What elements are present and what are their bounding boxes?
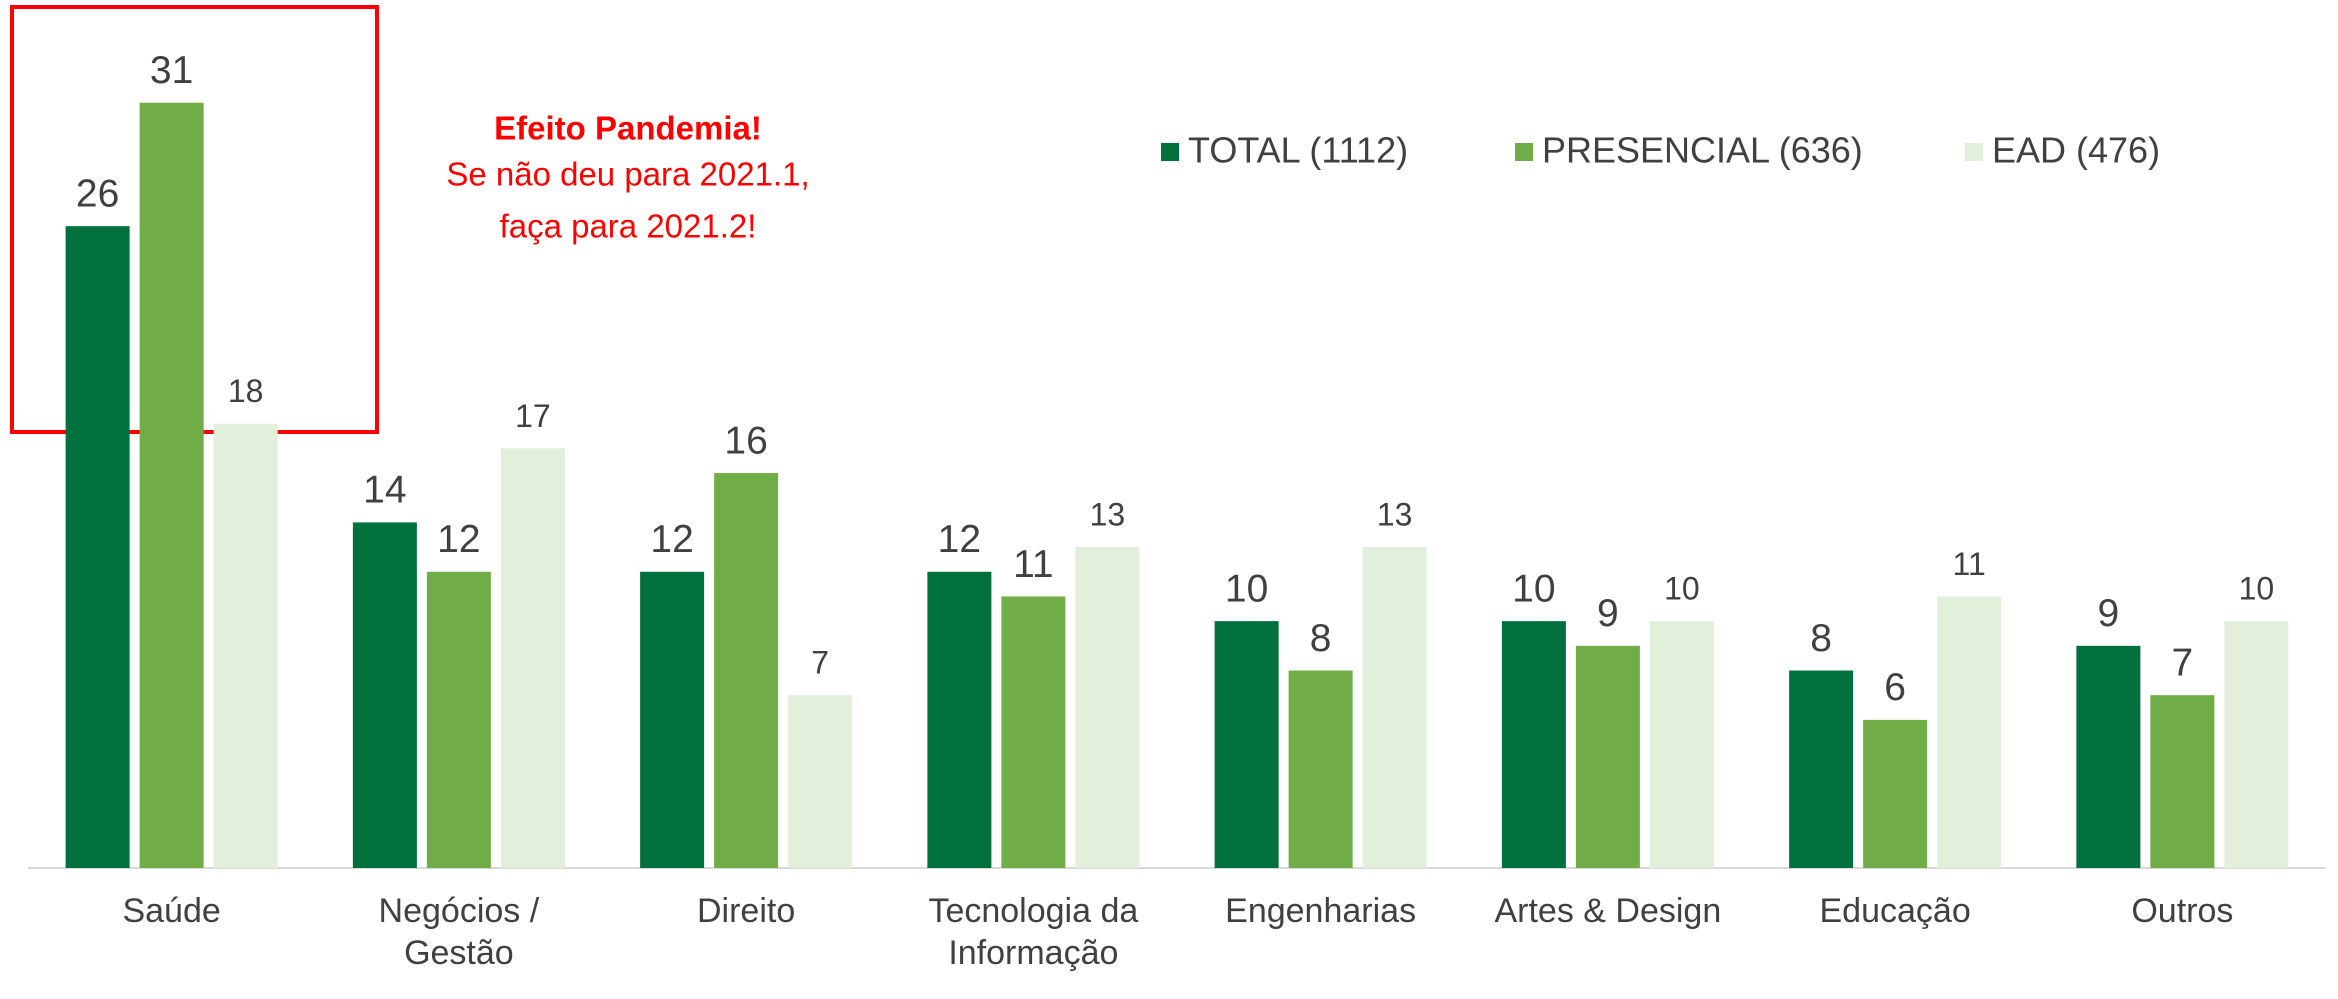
bar bbox=[1937, 596, 2002, 868]
bar bbox=[1649, 621, 1714, 868]
data-label: 10 bbox=[1512, 567, 1555, 610]
annotation-title: Efeito Pandemia! bbox=[494, 110, 762, 147]
x-tick-label-line: Educação bbox=[1820, 892, 1971, 930]
legend-swatch bbox=[1965, 143, 1983, 161]
x-tick-label: Direito bbox=[697, 892, 795, 930]
x-tick-label: Artes & Design bbox=[1494, 892, 1721, 930]
data-label: 10 bbox=[2239, 571, 2275, 607]
bar bbox=[1789, 670, 1854, 868]
data-label: 7 bbox=[2172, 641, 2194, 684]
legend-swatch bbox=[1161, 143, 1179, 161]
bar bbox=[213, 423, 278, 868]
bar bbox=[1288, 670, 1353, 868]
data-label: 12 bbox=[938, 518, 981, 561]
bar bbox=[426, 571, 491, 868]
x-tick-label-line: Engenharias bbox=[1225, 892, 1416, 930]
annotation-text: Se não deu para 2021.1, bbox=[446, 156, 809, 193]
bar bbox=[65, 226, 130, 868]
legend-swatch bbox=[1515, 143, 1533, 161]
data-label: 13 bbox=[1090, 497, 1126, 533]
legend-label: EAD (476) bbox=[1992, 130, 2160, 171]
bar bbox=[714, 473, 779, 868]
data-label: 11 bbox=[1953, 546, 1986, 582]
bar bbox=[1362, 547, 1427, 868]
bar bbox=[1863, 719, 1928, 868]
bar bbox=[352, 522, 417, 868]
data-label: 13 bbox=[1377, 497, 1413, 533]
data-label: 8 bbox=[1810, 617, 1832, 660]
x-tick-label-line: Gestão bbox=[404, 934, 514, 972]
x-tick-label: Negócios / Gestão bbox=[379, 892, 540, 972]
x-tick-label: Saúde bbox=[122, 892, 220, 930]
bar bbox=[640, 571, 705, 868]
bar bbox=[1214, 621, 1279, 868]
data-label: 18 bbox=[228, 373, 264, 409]
bar bbox=[1501, 621, 1566, 868]
x-tick-label-line: Direito bbox=[697, 892, 795, 930]
data-label: 17 bbox=[515, 398, 551, 434]
x-tick-label-line: Negócios / bbox=[379, 892, 540, 930]
bar bbox=[2076, 645, 2141, 868]
x-tick-label: Educação bbox=[1820, 892, 1971, 930]
x-tick-label: Tecnologia da Informação bbox=[928, 892, 1138, 972]
data-label: 10 bbox=[1664, 571, 1700, 607]
data-label: 9 bbox=[2098, 592, 2120, 635]
data-label: 10 bbox=[1225, 567, 1268, 610]
data-label: 12 bbox=[437, 518, 480, 561]
x-tick-label: Engenharias bbox=[1225, 892, 1416, 930]
x-tick-label-line: Tecnologia da bbox=[928, 892, 1138, 930]
annotation-text: faça para 2021.2! bbox=[500, 208, 757, 245]
bar bbox=[1075, 547, 1140, 868]
legend-label: TOTAL (1112) bbox=[1188, 130, 1408, 171]
data-label: 11 bbox=[1013, 543, 1054, 586]
data-label: 31 bbox=[150, 49, 193, 92]
data-label: 6 bbox=[1884, 666, 1906, 709]
data-label: 26 bbox=[76, 172, 119, 215]
x-tick-label: Outros bbox=[2131, 892, 2233, 930]
bar bbox=[139, 102, 204, 868]
legend-label: PRESENCIAL (636) bbox=[1542, 130, 1863, 171]
bar bbox=[500, 448, 565, 868]
x-tick-label-line: Artes & Design bbox=[1494, 892, 1721, 930]
bar bbox=[2150, 695, 2215, 868]
data-label: 7 bbox=[811, 645, 829, 681]
x-tick-label-line: Outros bbox=[2131, 892, 2233, 930]
bar bbox=[1575, 645, 1640, 868]
data-label: 12 bbox=[650, 518, 693, 561]
bar bbox=[1001, 596, 1066, 868]
data-label: 14 bbox=[363, 469, 406, 512]
bar bbox=[788, 695, 853, 868]
x-tick-label-line: Informação bbox=[948, 934, 1118, 972]
data-label: 9 bbox=[1597, 592, 1619, 635]
data-label: 16 bbox=[724, 419, 767, 462]
x-tick-label-line: Saúde bbox=[122, 892, 220, 930]
data-label: 8 bbox=[1310, 617, 1332, 660]
bar bbox=[2224, 621, 2289, 868]
bar bbox=[927, 571, 992, 868]
